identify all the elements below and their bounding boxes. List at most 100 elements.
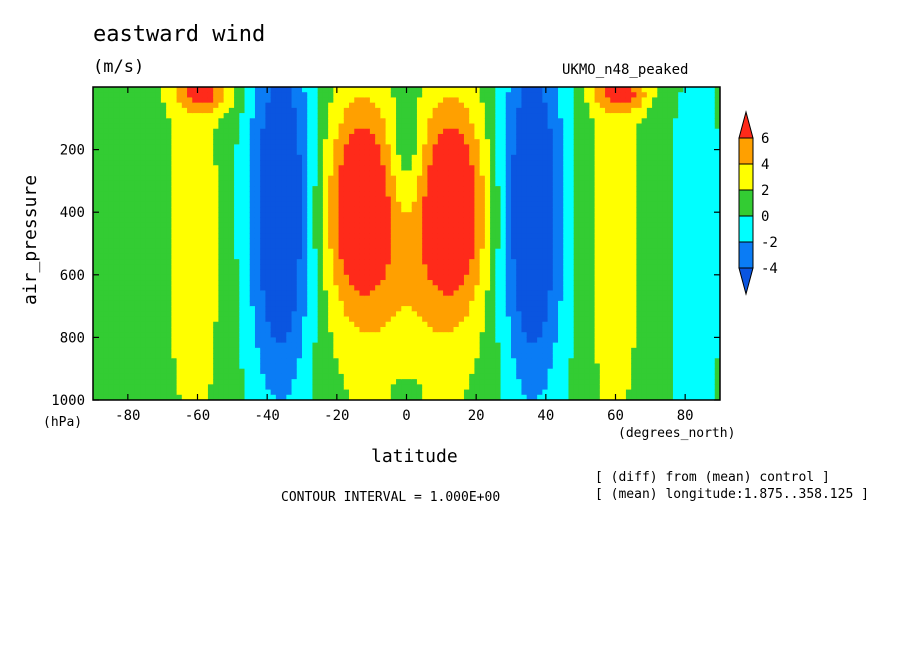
field-cell — [270, 144, 277, 151]
field-cell — [171, 144, 178, 151]
field-cell — [171, 363, 178, 370]
field-cell — [322, 373, 329, 380]
field-cell — [296, 306, 303, 312]
y-axis-unit: (hPa) — [43, 415, 83, 430]
field-cell — [448, 170, 455, 177]
field-cell — [500, 321, 507, 328]
field-cell — [469, 144, 476, 151]
field-cell — [176, 227, 183, 234]
field-cell — [396, 212, 402, 219]
field-cell — [192, 97, 199, 104]
field-cell — [181, 217, 188, 224]
field-cell — [244, 280, 251, 286]
field-cell — [484, 259, 491, 265]
field-cell — [453, 118, 460, 125]
field-cell — [380, 243, 387, 250]
field-cell — [113, 332, 120, 338]
field-cell — [228, 269, 235, 276]
field-cell — [369, 264, 376, 271]
field-cell — [511, 326, 517, 333]
field-cell — [463, 248, 470, 255]
field-cell — [312, 144, 319, 151]
field-cell — [448, 233, 455, 239]
field-cell — [270, 300, 277, 307]
field-cell — [124, 175, 131, 182]
field-cell — [463, 295, 470, 302]
field-cell — [469, 363, 476, 370]
field-cell — [108, 87, 115, 93]
field-cell — [427, 175, 434, 182]
field-cell — [98, 128, 105, 135]
field-cell — [234, 394, 240, 400]
field-cell — [307, 133, 314, 140]
field-cell — [124, 206, 131, 213]
field-cell — [453, 342, 460, 349]
field-cell — [354, 321, 361, 328]
field-cell — [228, 196, 235, 203]
field-cell — [98, 337, 105, 344]
field-cell — [458, 253, 465, 260]
field-cell — [516, 133, 523, 140]
field-cell — [411, 222, 418, 229]
field-cell — [380, 353, 387, 359]
field-cell — [328, 269, 334, 276]
field-cell — [396, 342, 402, 349]
field-cell — [270, 170, 277, 177]
field-cell — [145, 133, 152, 140]
field-cell — [333, 113, 340, 119]
field-cell — [401, 206, 408, 213]
field-cell — [354, 264, 361, 271]
field-cell — [124, 285, 131, 292]
field-cell — [93, 118, 99, 125]
field-cell — [134, 133, 141, 140]
field-cell — [511, 233, 517, 239]
field-cell — [505, 316, 512, 323]
field-cell — [401, 128, 408, 135]
field-cell — [291, 379, 298, 385]
field-cell — [432, 180, 439, 187]
field-cell — [113, 206, 120, 213]
field-cell — [422, 274, 428, 281]
field-cell — [390, 133, 397, 140]
field-cell — [500, 149, 507, 156]
field-cell — [511, 337, 517, 344]
field-cell — [302, 269, 308, 276]
field-cell — [448, 290, 455, 297]
field-cell — [521, 149, 528, 156]
field-cell — [511, 332, 517, 338]
field-cell — [500, 212, 507, 219]
field-cell — [448, 212, 455, 219]
field-cell — [103, 394, 110, 400]
field-cell — [401, 363, 408, 370]
field-cell — [396, 123, 402, 130]
field-cell — [375, 321, 381, 328]
field-cell — [113, 290, 120, 297]
field-cell — [312, 165, 319, 172]
field-cell — [385, 238, 392, 245]
field-cell — [197, 144, 204, 151]
field-cell — [500, 118, 507, 125]
field-cell — [380, 206, 387, 213]
field-cell — [511, 368, 517, 375]
field-cell — [166, 133, 172, 140]
field-cell — [202, 154, 209, 161]
field-cell — [187, 144, 193, 151]
field-cell — [416, 144, 423, 151]
field-cell — [239, 201, 246, 208]
field-cell — [317, 394, 324, 400]
dataset-label: UKMO_n48_peaked — [562, 62, 689, 78]
field-cell — [270, 222, 277, 229]
field-cell — [312, 227, 319, 234]
field-cell — [427, 222, 434, 229]
field-cell — [228, 259, 235, 265]
field-cell — [228, 87, 235, 93]
field-cell — [443, 113, 449, 119]
field-cell — [286, 379, 293, 385]
field-cell — [187, 107, 193, 114]
field-cell — [275, 306, 282, 312]
field-cell — [511, 139, 517, 145]
field-cell — [150, 321, 157, 328]
field-cell — [416, 326, 423, 333]
field-cell — [317, 123, 324, 130]
field-cell — [286, 154, 293, 161]
